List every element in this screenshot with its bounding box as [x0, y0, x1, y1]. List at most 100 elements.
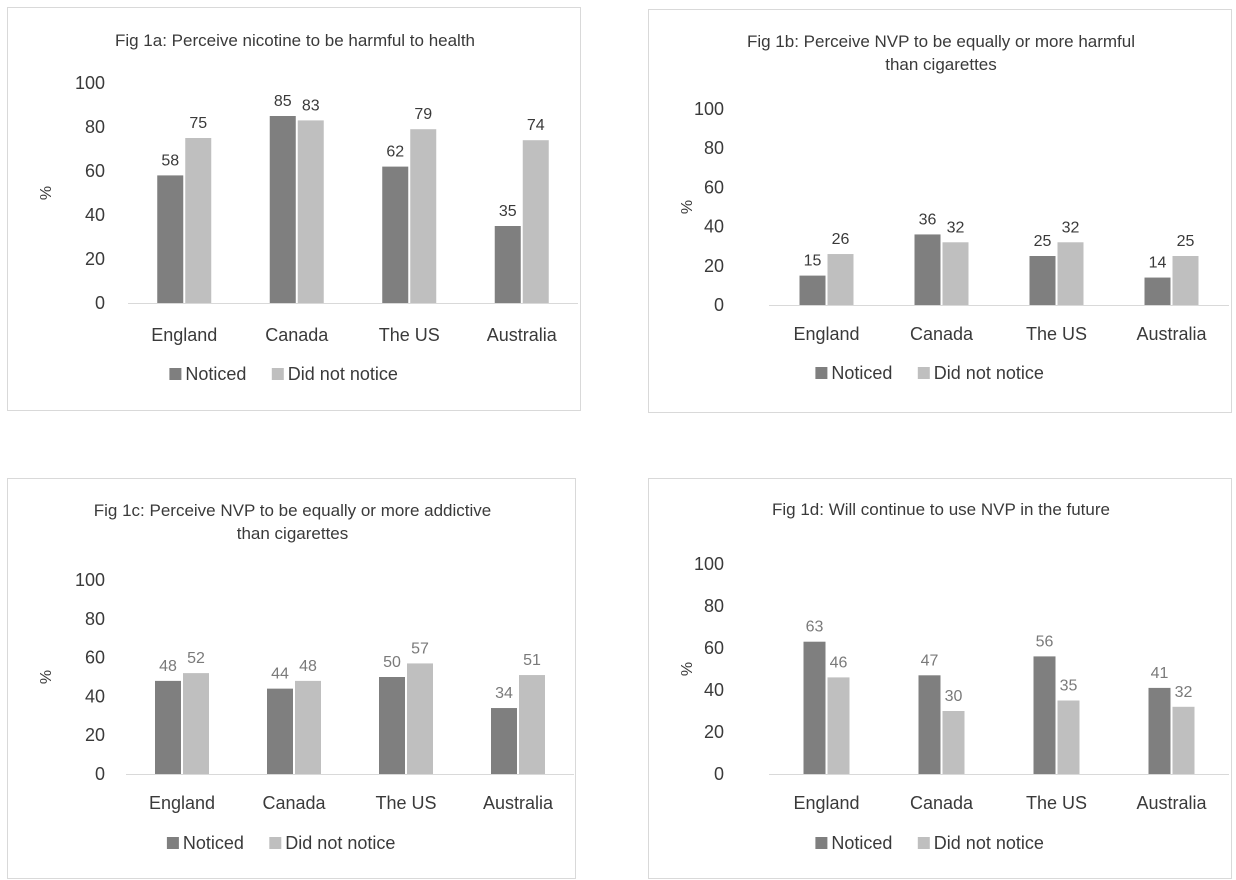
x-category-label: England [149, 793, 215, 813]
data-label: 57 [411, 640, 429, 657]
y-tick-label: 100 [694, 99, 724, 119]
y-axis-label: % [679, 200, 696, 214]
chart-title: than cigarettes [237, 524, 349, 543]
bar-did-not-notice [827, 677, 850, 774]
bar-noticed [803, 641, 826, 774]
chart-title: Fig 1a: Perceive nicotine to be harmful … [115, 31, 475, 50]
data-label: 14 [1149, 255, 1167, 272]
data-label: 85 [274, 93, 292, 110]
legend-label: Did not notice [934, 833, 1044, 853]
data-label: 25 [1177, 233, 1195, 250]
y-tick-label: 40 [704, 680, 724, 700]
legend-label: Did not notice [934, 363, 1044, 383]
bar-did-not-notice [1172, 706, 1195, 774]
bar-noticed [1033, 656, 1056, 774]
y-tick-label: 0 [95, 293, 105, 313]
x-category-label: Australia [1136, 793, 1207, 813]
data-label: 47 [921, 652, 939, 669]
bar-noticed [157, 175, 184, 303]
x-category-label: England [793, 793, 859, 813]
y-tick-label: 40 [85, 686, 105, 706]
bar-did-not-notice [827, 254, 854, 305]
data-label: 48 [299, 658, 317, 675]
y-tick-label: 100 [75, 73, 105, 93]
bar-did-not-notice [942, 711, 965, 774]
bar-did-not-notice [410, 129, 437, 303]
bar-did-not-notice [1172, 256, 1199, 305]
bar-did-not-notice [295, 680, 321, 774]
data-label: 58 [161, 152, 179, 169]
y-tick-label: 80 [704, 138, 724, 158]
legend: Noticed Did not notice [169, 364, 398, 384]
y-tick-label: 80 [85, 609, 105, 629]
bar-noticed [918, 675, 941, 774]
chart-panel-fig-1b: Fig 1b: Perceive NVP to be equally or mo… [648, 9, 1232, 413]
y-tick-label: 60 [704, 638, 724, 658]
legend-label: Did not notice [285, 833, 395, 853]
legend-label: Noticed [831, 833, 892, 853]
bar-did-not-notice [297, 120, 324, 304]
y-tick-label: 80 [85, 117, 105, 137]
data-label: 83 [302, 97, 320, 114]
y-tick-label: 60 [85, 648, 105, 668]
y-axis-label: % [38, 670, 55, 684]
chart-fig-1c: Fig 1c: Perceive NVP to be equally or mo… [38, 501, 574, 853]
legend-label: Did not notice [288, 364, 398, 384]
y-tick-label: 40 [704, 217, 724, 237]
bar-did-not-notice [519, 675, 545, 774]
bar-did-not-notice [1057, 700, 1080, 774]
x-category-label: The US [375, 793, 436, 813]
y-tick-label: 20 [85, 249, 105, 269]
data-label: 75 [189, 115, 207, 132]
data-label: 50 [383, 654, 401, 671]
data-label: 25 [1034, 233, 1052, 250]
y-tick-label: 60 [704, 177, 724, 197]
x-category-label: England [793, 324, 859, 344]
data-label: 34 [495, 685, 513, 702]
y-tick-label: 60 [85, 161, 105, 181]
x-category-label: Australia [483, 793, 554, 813]
bar-noticed [269, 116, 296, 303]
legend-swatch-noticed [169, 368, 182, 380]
data-label: 35 [499, 203, 517, 220]
bar-noticed [491, 708, 517, 774]
legend: Noticed Did not notice [166, 833, 395, 853]
legend-swatch-noticed [166, 837, 179, 849]
bar-noticed [494, 226, 521, 303]
y-tick-label: 40 [85, 205, 105, 225]
y-tick-label: 100 [694, 554, 724, 574]
legend-swatch-did-not-notice [917, 367, 930, 379]
y-tick-label: 0 [714, 764, 724, 784]
y-axis-label: % [679, 662, 696, 676]
data-label: 32 [1175, 684, 1193, 701]
y-tick-label: 80 [704, 596, 724, 616]
data-label: 48 [159, 658, 177, 675]
bar-noticed [155, 680, 181, 774]
bar-noticed [914, 234, 941, 305]
chart-fig-1d: Fig 1d: Will continue to use NVP in the … [679, 500, 1229, 853]
bar-noticed [799, 275, 826, 305]
x-category-label: The US [379, 325, 440, 345]
bar-noticed [267, 688, 293, 774]
data-label: 44 [271, 666, 289, 683]
data-label: 30 [945, 688, 963, 705]
x-category-label: The US [1026, 793, 1087, 813]
bar-noticed [1148, 687, 1171, 774]
data-label: 26 [832, 231, 850, 248]
data-label: 74 [527, 117, 545, 134]
bar-noticed [379, 677, 405, 774]
y-tick-label: 20 [704, 722, 724, 742]
data-label: 46 [830, 654, 848, 671]
data-label: 51 [523, 652, 541, 669]
y-tick-label: 0 [95, 764, 105, 784]
data-label: 15 [804, 253, 822, 270]
legend-swatch-did-not-notice [269, 837, 282, 849]
data-label: 36 [919, 211, 937, 228]
x-category-label: Australia [1136, 324, 1207, 344]
data-label: 62 [386, 144, 404, 161]
chart-fig-1a: Fig 1a: Perceive nicotine to be harmful … [38, 31, 578, 384]
chart-title: than cigarettes [885, 55, 997, 74]
y-axis-label: % [38, 186, 55, 200]
legend: Noticed Did not notice [815, 363, 1044, 383]
bar-did-not-notice [183, 673, 209, 774]
